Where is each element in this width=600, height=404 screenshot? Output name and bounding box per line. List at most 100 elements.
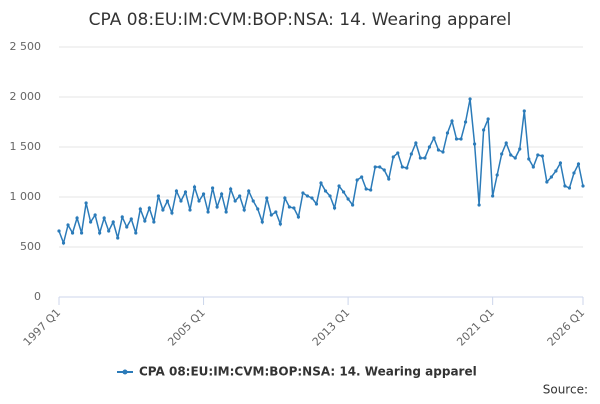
point: [477, 203, 481, 207]
point: [206, 210, 210, 214]
point: [432, 136, 436, 140]
point: [93, 213, 97, 217]
legend-label: CPA 08:EU:IM:CVM:BOP:NSA: 14. Wearing ap…: [139, 365, 477, 379]
point: [269, 213, 273, 217]
y-tick-label: 0: [34, 290, 41, 303]
point: [369, 188, 373, 192]
point: [351, 203, 355, 207]
point: [274, 210, 278, 214]
y-tick-label: 2 500: [10, 40, 42, 53]
point: [220, 192, 224, 196]
point: [129, 217, 133, 221]
point: [567, 186, 572, 190]
point: [504, 141, 508, 145]
point: [238, 194, 242, 198]
point: [242, 208, 246, 212]
point: [319, 181, 323, 185]
point: [143, 219, 147, 223]
point: [531, 165, 535, 169]
point: [495, 173, 499, 177]
point: [337, 184, 341, 188]
point: [183, 190, 188, 194]
y-tick-label: 2 000: [10, 90, 42, 103]
point: [509, 153, 513, 157]
point: [296, 215, 301, 219]
point: [518, 147, 522, 151]
point: [161, 208, 165, 212]
point: [323, 189, 328, 193]
point: [522, 109, 526, 113]
point: [450, 119, 454, 123]
point: [265, 196, 269, 200]
point: [536, 153, 540, 157]
point: [400, 165, 404, 169]
point: [445, 131, 450, 135]
point: [576, 162, 581, 166]
point: [179, 199, 183, 203]
point: [287, 205, 291, 209]
point: [125, 225, 129, 229]
point: [292, 206, 296, 210]
point: [414, 141, 418, 145]
point: [233, 199, 237, 203]
point: [558, 161, 563, 165]
point: [382, 168, 386, 172]
point: [441, 150, 445, 154]
point: [554, 169, 558, 173]
point: [355, 178, 359, 182]
point: [152, 220, 156, 224]
point: [373, 165, 377, 169]
x-tick-label: 2005 Q1: [165, 306, 208, 349]
point: [387, 177, 391, 181]
point: [360, 175, 364, 179]
series-line: [58, 98, 584, 246]
point: [500, 152, 504, 156]
point: [138, 207, 142, 211]
point: [215, 205, 219, 209]
point: [305, 194, 310, 198]
point: [251, 199, 255, 203]
point: [197, 199, 201, 203]
y-tick-label: 1 000: [10, 190, 42, 203]
point: [70, 231, 75, 235]
point: [170, 211, 174, 215]
chart-title: CPA 08:EU:IM:CVM:BOP:NSA: 14. Wearing ap…: [89, 10, 512, 30]
point: [120, 215, 124, 219]
point: [423, 156, 427, 160]
point: [341, 190, 346, 194]
point: [545, 180, 549, 184]
point: [527, 157, 531, 161]
point: [156, 194, 160, 198]
point: [472, 142, 477, 146]
point: [314, 202, 319, 206]
source: Source:: [543, 383, 588, 397]
point: [111, 220, 115, 224]
point: [482, 128, 486, 132]
point: [61, 241, 66, 245]
point: [66, 223, 70, 227]
point: [174, 189, 179, 193]
point: [98, 231, 102, 235]
point: [116, 236, 120, 240]
point: [283, 196, 287, 200]
point: [328, 194, 332, 198]
point: [75, 216, 79, 220]
point: [454, 137, 459, 141]
point: [436, 148, 441, 152]
point: [540, 154, 544, 158]
point: [549, 175, 553, 179]
point: [89, 220, 93, 224]
point: [247, 189, 251, 193]
point: [147, 206, 151, 210]
x-tick-label: 2026 Q1: [545, 306, 588, 349]
point: [134, 231, 138, 235]
point: [459, 137, 463, 141]
point: [468, 97, 472, 101]
point: [572, 171, 576, 175]
point: [229, 187, 233, 191]
point: [102, 216, 106, 220]
point: [201, 192, 206, 196]
point: [405, 166, 409, 170]
point: [513, 156, 517, 160]
